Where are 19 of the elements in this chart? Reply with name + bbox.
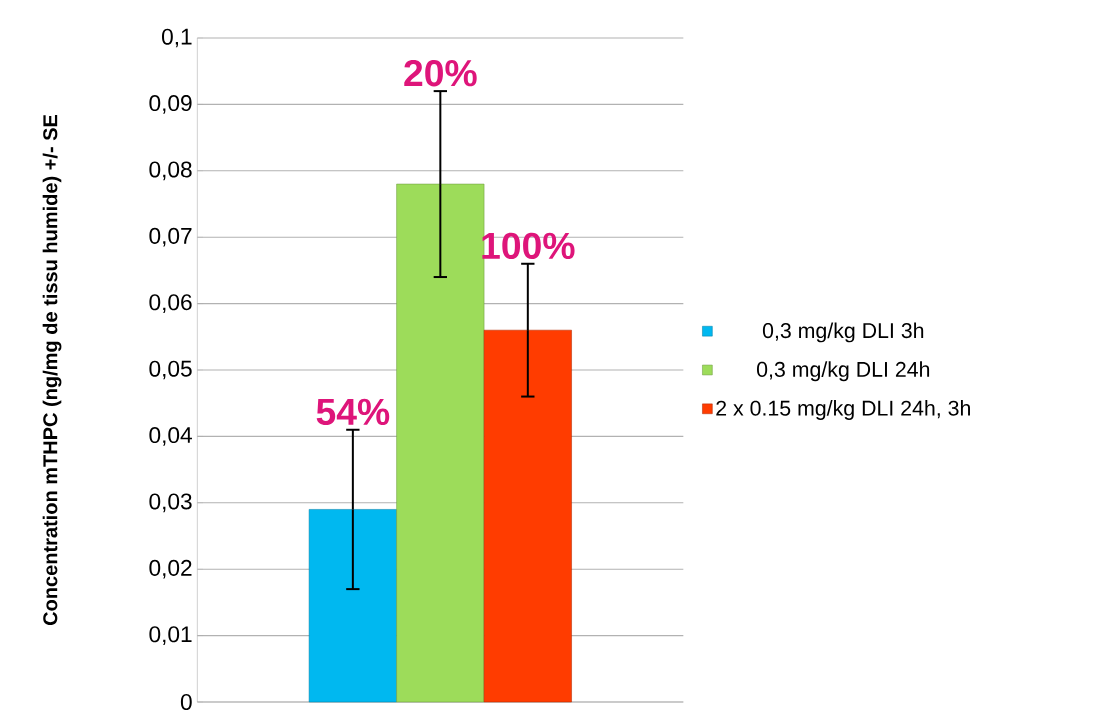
legend-label: 2 x 0.15 mg/kg DLI 24h, 3h bbox=[716, 400, 970, 420]
y-axis-title: Concentration mTHPC (ng/mg de tissu humide) +/- SE bbox=[42, 114, 62, 626]
y-tick-label: 0,07 bbox=[149, 227, 192, 247]
y-tick-label: 0,05 bbox=[149, 360, 192, 380]
bar bbox=[483, 329, 572, 703]
y-tick-label: 0,06 bbox=[149, 294, 192, 313]
y-tick-label: 0,04 bbox=[149, 427, 192, 446]
y-tick-label: 0,02 bbox=[149, 559, 192, 579]
y-tick-label: 0,08 bbox=[149, 161, 192, 181]
annotation: 54% bbox=[316, 398, 390, 426]
bar bbox=[308, 509, 397, 703]
y-tick-label: 0,01 bbox=[149, 626, 192, 645]
y-tick-label: 0,1 bbox=[161, 28, 192, 48]
legend-label: 0,3 mg/kg DLI 24h bbox=[757, 361, 930, 382]
y-tick-label: 0,09 bbox=[149, 95, 192, 114]
y-tick-label: 0,03 bbox=[149, 493, 192, 513]
legend-label: 0,3 mg/kg DLI 3h bbox=[762, 322, 924, 343]
annotation: 20% bbox=[404, 59, 477, 87]
y-tick-label: 0 bbox=[180, 693, 192, 711]
